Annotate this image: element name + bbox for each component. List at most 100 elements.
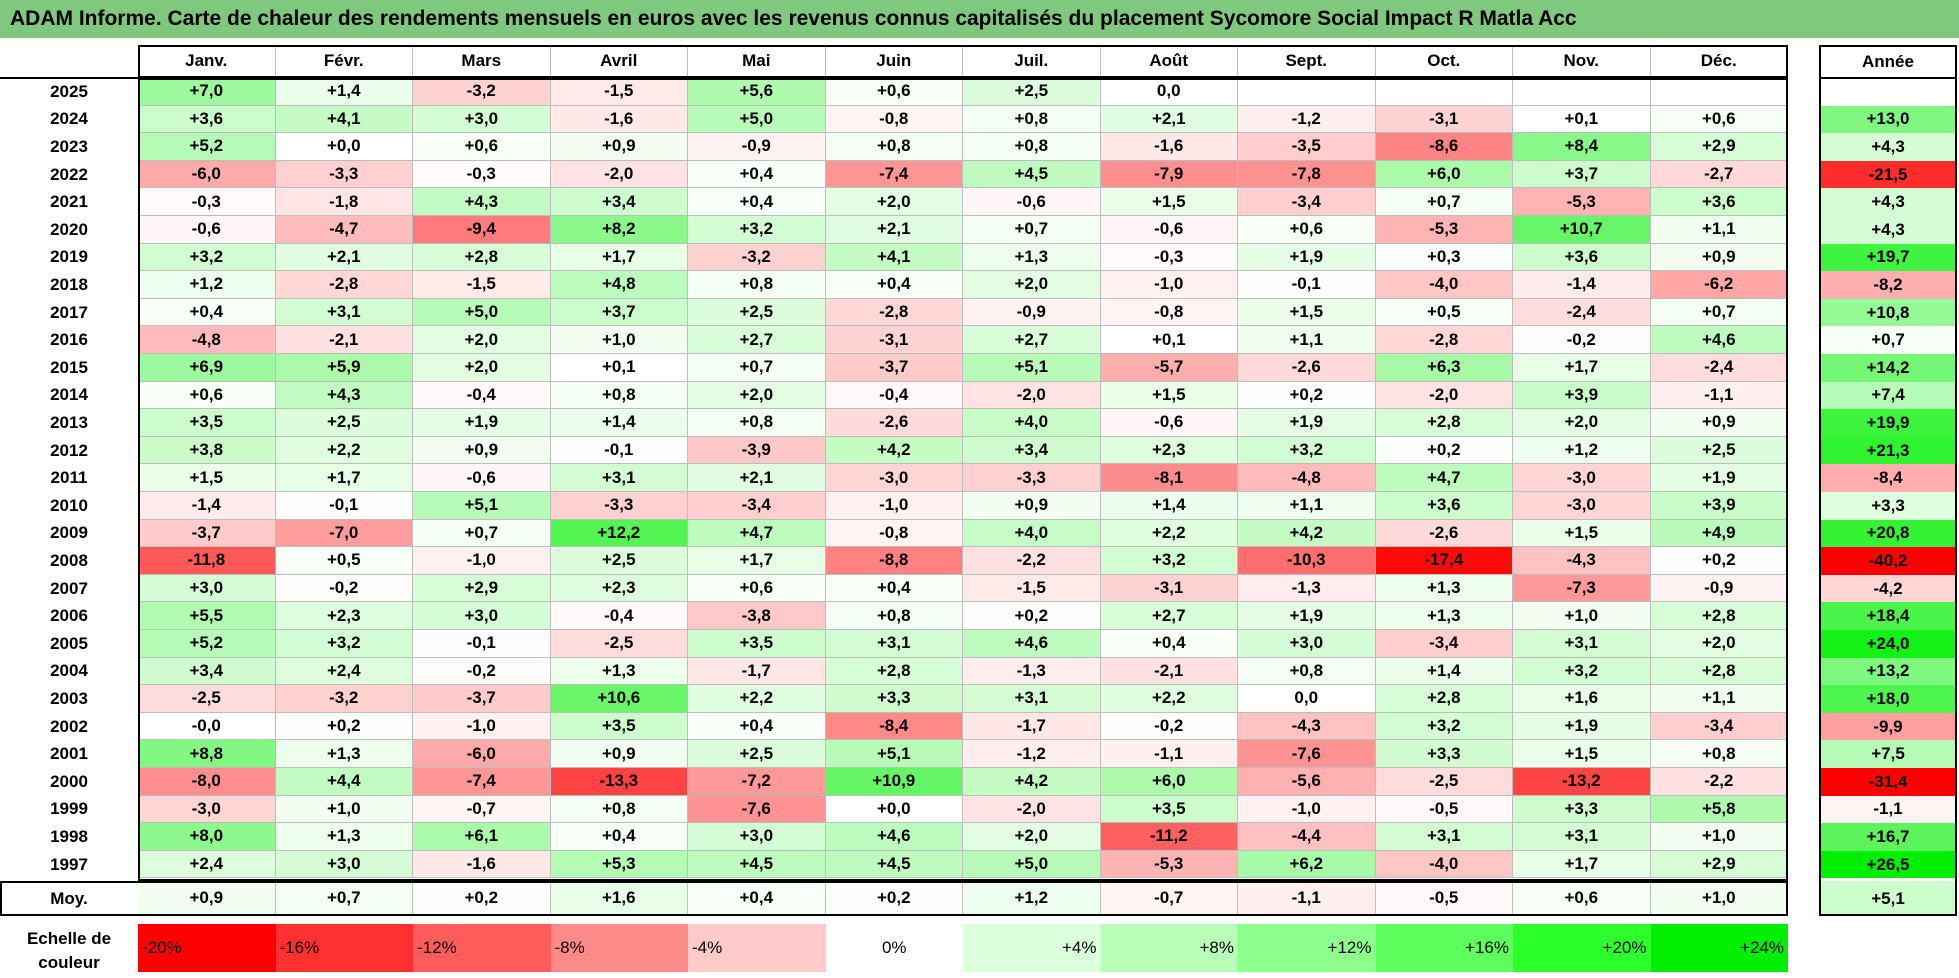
year-label: 1999	[0, 795, 138, 824]
heatmap-cell: -3,1	[1375, 105, 1513, 134]
heatmap-cell: +2,8	[1650, 657, 1788, 686]
heatmap-cell: -3,4	[1238, 188, 1376, 216]
heatmap-cell: -6,0	[138, 160, 276, 189]
heatmap-cell: -4,3	[1513, 547, 1651, 575]
heatmap-cell: +1,1	[1650, 216, 1788, 244]
month-header: Déc.	[1650, 45, 1788, 78]
heatmap-cell: +1,3	[275, 823, 413, 851]
heatmap-cell: +2,3	[275, 602, 413, 630]
heatmap-cell: -2,5	[138, 685, 276, 713]
heatmap-cell: +0,8	[825, 602, 963, 630]
annual-cell: +21,3	[1819, 436, 1957, 465]
heatmap-cell: +3,2	[1513, 657, 1651, 686]
heatmap-cell: +5,1	[413, 492, 551, 520]
heatmap-cell: -0,6	[1100, 409, 1238, 437]
heatmap-cell: +3,5	[550, 712, 688, 741]
heatmap-cell: +1,7	[1513, 354, 1651, 382]
heatmap-cell: -2,4	[1650, 354, 1788, 382]
heatmap-cell: +0,6	[413, 133, 551, 161]
heatmap-cell: -7,6	[688, 795, 826, 824]
annual-cell: +3,3	[1819, 492, 1957, 520]
year-label: 2015	[0, 354, 138, 382]
heatmap-cell: +1,1	[1238, 326, 1376, 354]
annual-cell: +4,3	[1819, 188, 1957, 216]
heatmap-cell: +3,3	[1513, 795, 1651, 824]
heatmap-cell: +1,0	[1650, 823, 1788, 851]
heatmap-cell: +0,2	[275, 712, 413, 741]
heatmap-cell: +0,9	[1650, 409, 1788, 437]
year-label: 2000	[0, 768, 138, 796]
average-cell: -0,5	[1375, 881, 1513, 916]
heatmap-cell: +0,7	[1375, 188, 1513, 216]
heatmap-cell: -1,2	[1238, 105, 1376, 134]
heatmap-cell: +5,8	[1650, 795, 1788, 824]
heatmap-cell: -0,6	[963, 188, 1101, 216]
heatmap-cell: +2,0	[963, 823, 1101, 851]
heatmap-cell: +6,0	[1100, 768, 1238, 796]
heatmap-cell: +1,3	[275, 740, 413, 768]
heatmap-cell: -11,8	[138, 547, 276, 575]
heatmap-cell: 0,0	[1100, 78, 1238, 106]
heatmap-cell: +0,1	[1513, 105, 1651, 134]
heatmap-cell: +1,9	[1238, 409, 1376, 437]
month-header: Nov.	[1513, 45, 1651, 78]
heatmap-cell: +3,2	[1100, 547, 1238, 575]
heatmap-cell: -0,9	[688, 133, 826, 161]
heatmap-cell: +4,6	[963, 630, 1101, 658]
heatmap-cell: +8,0	[138, 823, 276, 851]
heatmap-cell: +1,3	[1375, 574, 1513, 603]
heatmap-cell: +4,5	[963, 160, 1101, 189]
heatmap-cell: +2,0	[688, 381, 826, 410]
heatmap-cell: +2,2	[1100, 685, 1238, 713]
average-cell: +0,9	[138, 881, 276, 916]
annual-cell: -8,4	[1819, 464, 1957, 492]
heatmap-cell: -0,4	[413, 381, 551, 410]
heatmap-cell: -1,4	[138, 492, 276, 520]
heatmap-cell: -3,0	[138, 795, 276, 824]
annual-cell: +10,8	[1819, 298, 1957, 327]
heatmap-cell: +1,5	[1238, 298, 1376, 327]
legend-swatch: -8%	[550, 924, 688, 972]
heatmap-cell: +2,5	[688, 298, 826, 327]
heatmap-cell: +2,5	[688, 740, 826, 768]
heatmap-cell	[1650, 78, 1788, 106]
heatmap-cell: -2,2	[1650, 768, 1788, 796]
heatmap-cell: -8,1	[1100, 464, 1238, 492]
heatmap-cell: +0,8	[688, 271, 826, 299]
heatmap-cell: +2,8	[1650, 602, 1788, 630]
heatmap-cell: +3,0	[138, 574, 276, 603]
legend-swatch: +24%	[1650, 924, 1788, 972]
heatmap-cell: -1,7	[963, 712, 1101, 741]
heatmap-cell: +0,6	[1650, 105, 1788, 134]
heatmap-cell: +3,1	[1513, 823, 1651, 851]
heatmap-cell: +4,5	[825, 850, 963, 879]
heatmap-cell: +0,9	[413, 436, 551, 465]
heatmap-cell: +6,9	[138, 354, 276, 382]
heatmap-cell: -0,9	[1650, 574, 1788, 603]
heatmap-cell: +5,0	[413, 298, 551, 327]
heatmap-cell: +3,6	[1513, 243, 1651, 272]
year-label: 2005	[0, 630, 138, 658]
heatmap-cell: -2,0	[1375, 381, 1513, 410]
heatmap-cell: -0,8	[825, 105, 963, 134]
heatmap-cell: +2,4	[138, 850, 276, 879]
heatmap-cell: +0,6	[138, 381, 276, 410]
heatmap-cell: +2,8	[413, 243, 551, 272]
heatmap-cell: +2,0	[1650, 630, 1788, 658]
heatmap-cell: +0,9	[550, 740, 688, 768]
heatmap-cell: -3,4	[1375, 630, 1513, 658]
heatmap-cell: +3,5	[688, 630, 826, 658]
legend-swatch: +12%	[1238, 924, 1376, 972]
heatmap-cell: -7,4	[413, 768, 551, 796]
heatmap-cell: -1,4	[1513, 271, 1651, 299]
heatmap-cell: +3,2	[138, 243, 276, 272]
year-column-top-line	[0, 77, 138, 79]
year-label: 2007	[0, 574, 138, 603]
heatmap-cell: -3,1	[1100, 574, 1238, 603]
heatmap-cell: +0,6	[1238, 216, 1376, 244]
heatmap-cell: -1,0	[413, 712, 551, 741]
heatmap-cell: -17,4	[1375, 547, 1513, 575]
heatmap-cell: +3,7	[550, 298, 688, 327]
heatmap-cell: +1,2	[138, 271, 276, 299]
heatmap-cell: -3,4	[688, 492, 826, 520]
